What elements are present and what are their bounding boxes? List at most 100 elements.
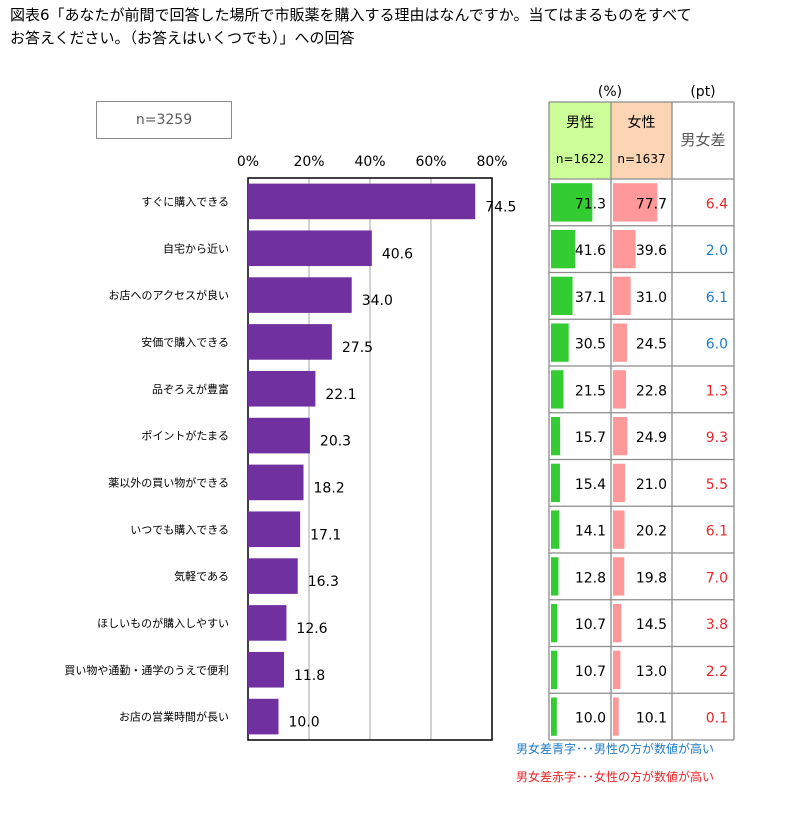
- female-bar: [613, 603, 622, 643]
- x-tick-label: 80%: [476, 154, 507, 170]
- category-label: いつでも購入できる: [130, 522, 229, 536]
- male-bar: [551, 510, 560, 549]
- male-value: 14.1: [575, 524, 606, 540]
- bar: [248, 277, 352, 313]
- male-bar: [551, 183, 593, 222]
- category-label: お店へのアクセスが良い: [109, 288, 229, 302]
- male-bar: [551, 650, 558, 690]
- male-value: 10.7: [575, 617, 606, 633]
- bar-value-label: 10.0: [289, 715, 320, 731]
- female-bar: [613, 463, 625, 503]
- unit-percent-label: (%): [598, 84, 622, 100]
- diff-value: 2.2: [706, 664, 728, 680]
- male-bar: [551, 603, 558, 643]
- male-value: 15.4: [575, 477, 606, 493]
- female-bar: [613, 416, 628, 456]
- bar-value-label: 74.5: [485, 199, 516, 215]
- female-header-bg: [611, 102, 672, 179]
- bar: [248, 464, 304, 501]
- diff-value: 2.0: [706, 243, 728, 259]
- female-value: 19.8: [636, 570, 667, 586]
- bar: [248, 324, 332, 360]
- bar: [248, 605, 287, 641]
- female-value: 31.0: [636, 290, 667, 306]
- female-value: 14.5: [636, 617, 667, 633]
- x-tick-label: 40%: [354, 154, 385, 170]
- bar: [248, 230, 372, 267]
- bar-value-label: 12.6: [296, 621, 327, 637]
- male-value: 15.7: [575, 430, 606, 446]
- male-value: 41.6: [575, 243, 606, 259]
- male-value: 21.5: [575, 383, 606, 399]
- female-bar: [613, 557, 625, 596]
- chart-title: 図表6「あなたが前間で回答した場所で市販薬を購入する理由はなんですか。当てはまる…: [10, 6, 692, 47]
- female-value: 24.9: [636, 430, 667, 446]
- bar-value-label: 27.5: [342, 340, 373, 356]
- x-tick-label: 20%: [293, 154, 324, 170]
- male-header-bg: [549, 102, 611, 179]
- sample-size-box: n=3259: [96, 101, 232, 139]
- female-bar: [613, 697, 619, 736]
- category-label: 買い物や通勤・通学のうえで便利: [64, 663, 229, 677]
- diff-value: 0.1: [706, 711, 728, 727]
- diff-value: 9.3: [706, 430, 728, 446]
- female-value: 77.7: [636, 196, 667, 212]
- x-tick-label: 60%: [415, 154, 446, 170]
- bar: [248, 698, 279, 735]
- legend-blue-note: 男女差青字･･･男性の方が数値が高い: [516, 742, 715, 756]
- plot-frame: [247, 177, 493, 741]
- male-value: 12.8: [575, 570, 606, 586]
- female-n-label: n=1637: [617, 152, 665, 166]
- x-tick-label: 0%: [237, 154, 259, 170]
- bar-value-label: 20.3: [320, 434, 351, 450]
- bar-value-label: 40.6: [382, 246, 413, 262]
- female-value: 39.6: [636, 243, 667, 259]
- diff-value: 6.0: [706, 337, 728, 353]
- bar-value-label: 16.3: [308, 574, 339, 590]
- category-label: ポイントがたまる: [141, 429, 229, 443]
- bar-value-label: 34.0: [362, 293, 393, 309]
- category-label: お店の営業時間が長い: [119, 710, 229, 724]
- bar-value-label: 11.8: [294, 668, 325, 684]
- female-bar: [613, 510, 625, 549]
- male-value: 10.7: [575, 664, 606, 680]
- bar: [248, 417, 310, 454]
- female-bar: [613, 323, 627, 362]
- female-bar: [613, 229, 636, 269]
- female-value: 21.0: [636, 477, 667, 493]
- male-bar: [551, 370, 564, 409]
- category-label: 安価で購入できる: [141, 335, 229, 349]
- female-header: 女性: [628, 114, 656, 131]
- female-bar: [613, 276, 631, 316]
- female-value: 20.2: [636, 524, 667, 540]
- category-label: 自宅から近い: [163, 241, 229, 255]
- female-value: 13.0: [636, 664, 667, 680]
- diff-value: 6.1: [706, 524, 728, 540]
- diff-value: 5.5: [706, 477, 728, 493]
- female-bar: [613, 650, 621, 690]
- diff-value: 7.0: [706, 570, 728, 586]
- legend-red-note: 男女差赤字･･･女性の方が数値が高い: [516, 770, 715, 784]
- category-label: 気軽である: [174, 569, 229, 583]
- bar-value-label: 17.1: [310, 527, 341, 543]
- female-bar: [613, 183, 658, 222]
- male-bar: [551, 697, 557, 736]
- bar: [248, 558, 298, 594]
- male-bar: [551, 323, 569, 362]
- male-bar: [551, 416, 561, 456]
- category-label: ほしいものが購入しやすい: [97, 616, 229, 630]
- male-value: 71.3: [575, 196, 606, 212]
- category-label: 品ぞろえが豊富: [152, 382, 229, 396]
- diff-value: 3.8: [706, 617, 728, 633]
- bar-value-label: 18.2: [314, 480, 345, 496]
- unit-pt-label: (pt): [690, 84, 715, 100]
- female-value: 22.8: [636, 383, 667, 399]
- diff-value: 6.1: [706, 290, 728, 306]
- male-value: 10.0: [575, 711, 606, 727]
- diff-header: 男女差: [680, 131, 725, 149]
- male-bar: [551, 229, 576, 269]
- male-bar: [551, 276, 573, 316]
- male-bar: [551, 463, 560, 503]
- category-label: 薬以外の買い物ができる: [108, 475, 229, 489]
